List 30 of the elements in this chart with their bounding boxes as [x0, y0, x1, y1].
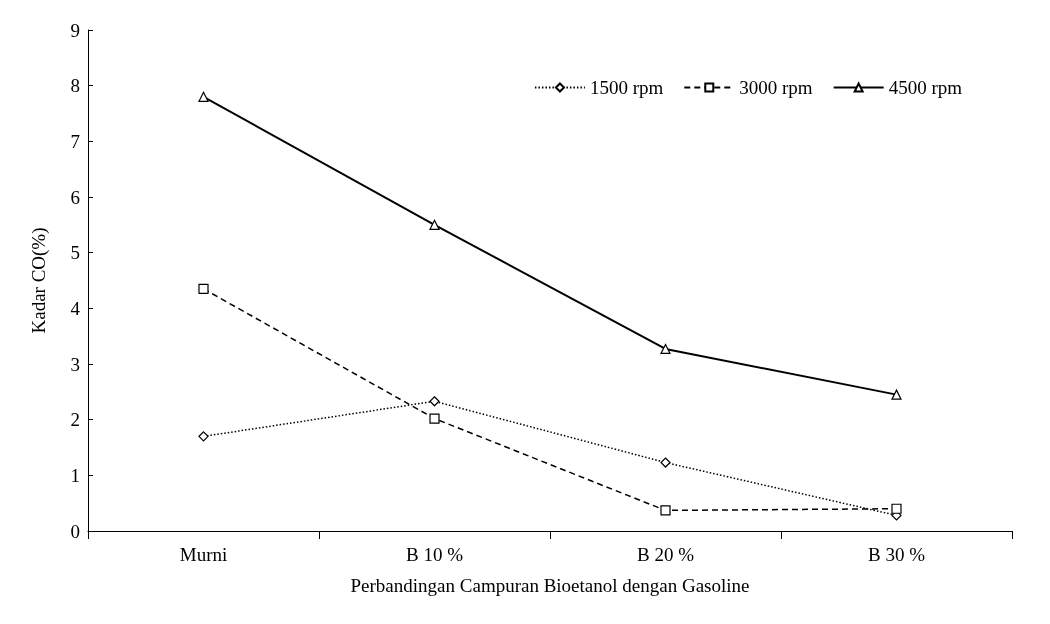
y-tick-label: 0	[70, 520, 80, 542]
x-tick-label: Murni	[179, 544, 228, 565]
y-tick-label: 5	[70, 242, 80, 264]
x-tick-label: B 20 %	[637, 544, 695, 565]
y-axis-title: Kadar CO(%)	[28, 227, 50, 334]
y-tick-label: 8	[70, 75, 80, 97]
point	[660, 505, 671, 516]
point	[660, 457, 671, 468]
legend-label: 3000 rpm	[739, 77, 813, 98]
y-tick-label: 9	[70, 19, 80, 41]
point	[891, 503, 902, 514]
y-tick-label: 6	[70, 186, 80, 208]
point	[198, 91, 209, 102]
legend-label: 4500 rpm	[888, 77, 963, 98]
y-tick-label: 2	[70, 409, 80, 431]
x-axis-title: Perbandingan Campuran Bioetanol dengan Gasoline	[350, 575, 750, 596]
x-tick-label: B 10 %	[406, 544, 464, 565]
point	[660, 343, 671, 355]
point	[429, 396, 440, 407]
y-tick-label: 7	[70, 130, 80, 152]
y-tick-label: 3	[70, 353, 80, 375]
x-tick-label: B 30 %	[868, 544, 926, 565]
point	[429, 219, 440, 230]
point	[198, 283, 209, 294]
legend-label: 1500 rpm	[589, 77, 664, 98]
y-tick-label: 1	[70, 464, 80, 486]
point	[429, 413, 440, 424]
y-tick-label: 4	[70, 297, 81, 319]
point	[891, 389, 902, 400]
point	[198, 431, 209, 442]
